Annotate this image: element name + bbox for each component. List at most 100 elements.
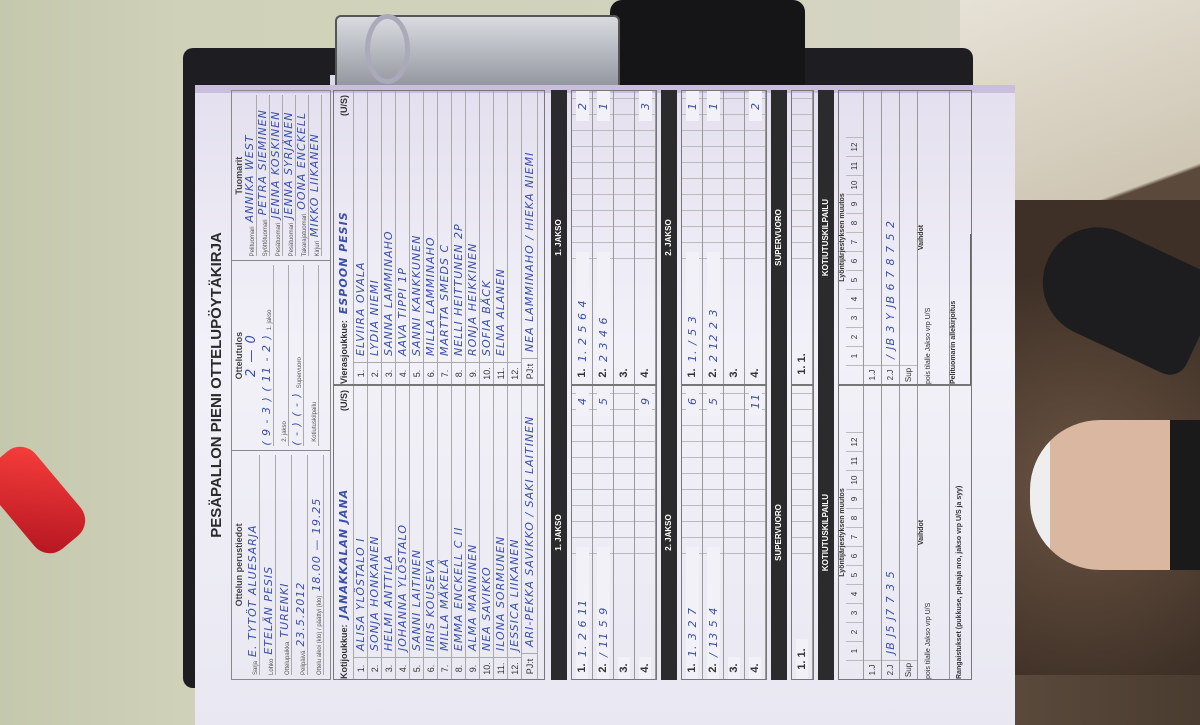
player-row: 12. JESSICA LIIKANEN <box>508 386 522 679</box>
batting-order-changes: Lyöntijärjestyksen muutos 1 2 3 4 5 6 7 8 9 10 11 12… <box>838 90 972 680</box>
us-marker: (U/S) <box>338 95 349 116</box>
result-value: ( - ) ( - ) <box>290 392 303 446</box>
jakso1-home-label: 1. JAKSO <box>554 514 563 551</box>
player-name: EMMA ENCKELL C II <box>452 526 465 651</box>
runs: 5 <box>596 386 610 416</box>
coach-row: PJ:t ARI-PEKKA SAVIKKO / SAKI LAITINEN <box>522 386 538 679</box>
info-field: Ottelu alkoi (klo) / päättyi (klo) 18.00 … <box>308 454 324 675</box>
column-number: 3 <box>846 603 863 622</box>
player-row: 6. IIRIS KOUSEVA <box>424 386 438 679</box>
team-label: Kotijoukkue: <box>338 624 349 679</box>
player-number: 1. <box>354 362 367 384</box>
column-number: 8 <box>846 213 863 232</box>
runs: 5 <box>706 386 720 416</box>
jakso1-visitor-label: 1. JAKSO <box>554 219 563 256</box>
jakso2-visitor-label: 2. JAKSO <box>664 219 673 256</box>
sup-home-label: SUPERVUORO <box>774 504 783 561</box>
row-number: 2. <box>597 657 609 679</box>
kotiutus-band: KOTIUTUSKILPAILU KOTIUTUSKILPAILU <box>818 90 834 680</box>
runs: 2 <box>575 91 589 121</box>
player-number: 9. <box>466 657 479 679</box>
home-batting-order-changes: Lyöntijärjestyksen muutos 1 2 3 4 5 6 7 8 9 10 11 12… <box>838 385 972 680</box>
column-number: 11 <box>846 451 863 470</box>
sup-band: SUPERVUORO SUPERVUORO <box>771 90 787 680</box>
column-number: 1 <box>846 346 863 365</box>
field-value: TURENKI <box>278 582 291 638</box>
player-number: 6. <box>424 657 437 679</box>
player-row: 6. MILLA LAMMINAHO <box>424 91 438 384</box>
coach-row: PJ:t NEA LAMMINAHO / HIEKA NIEMI <box>522 91 538 384</box>
player-name: ELVIIRA OVALA <box>354 261 367 356</box>
player-name: SANNI KANKKUNEN <box>410 234 423 356</box>
referee-label: Kirjuri <box>315 241 321 257</box>
player-number: 3. <box>382 657 395 679</box>
batting-sequence: 1. 2 5 6 4 <box>575 252 589 362</box>
player-row: 5. SANNI LAITINEN <box>410 386 424 679</box>
column-number: 6 <box>846 546 863 565</box>
player-number: 5. <box>410 362 423 384</box>
column-number: 8 <box>846 508 863 527</box>
scoresheet: PESÄPALLON PIENI OTTELUPÖYTÄKIRJA Ottelu… <box>195 85 1015 725</box>
coach-names: NEA LAMMINAHO / HIEKA NIEMI <box>523 151 536 352</box>
runs: 2 <box>748 91 762 121</box>
batting-sequence: 2 3 4 6 <box>596 252 610 362</box>
player-number: 4. <box>396 362 409 384</box>
batting-order-row: 2.J / JB 3 Y JB 6 7 8 7 5 2 <box>882 91 900 384</box>
row-number: 4. <box>749 362 761 384</box>
key-ring <box>365 14 410 84</box>
supervuoro-grid: 1. 1. 1. 1. <box>791 90 814 680</box>
match-info-title: Ottelun perustiedot <box>234 523 244 607</box>
player-row: 3. HELMI ANTTILA <box>382 386 396 679</box>
row-number: 1. <box>576 362 588 384</box>
batting-order-header: 1 2 3 4 5 6 7 8 9 10 11 12 <box>846 386 864 679</box>
row-number: 3. <box>618 657 630 679</box>
row-number: 4. <box>639 362 651 384</box>
row-number: 4. <box>749 657 761 679</box>
info-field: Lohko ETELÄN PESIS <box>260 454 276 675</box>
player-name: MARTTA SMEDS C <box>438 243 451 356</box>
player-number: 11. <box>494 657 507 679</box>
field-value: 18.00 — 19.25 <box>310 497 323 592</box>
substitutions-title: Vaihdot <box>918 519 925 546</box>
supervuoro-row: 1. 1. <box>792 386 813 679</box>
inning-row: 1. 1. 2 6 11 4 <box>572 386 593 679</box>
home-team-name: JANAKKALAN JANA <box>337 488 350 619</box>
row-number: 3. <box>728 657 740 679</box>
player-name: RONJA HEIKKINEN <box>466 242 479 356</box>
player-number: 10. <box>480 657 493 679</box>
batting-order-row: Sup <box>900 386 918 679</box>
coach-label: PJ:t <box>522 653 537 679</box>
column-number: 12 <box>846 432 863 451</box>
player-number: 12. <box>508 657 521 679</box>
visitor-jakso2: 1. 1. / 5 3 1 2. 2 12 2 3 1 3. 4. 2 <box>681 90 767 385</box>
visitor-team-header: Vierasjoukkue: ESPOON PESIS (U/S) <box>334 91 354 384</box>
referee-name: JENNA KOSKINEN <box>269 110 282 219</box>
batting-order-header: 1 2 3 4 5 6 7 8 9 10 11 12 <box>846 91 864 384</box>
coach-names: ARI-PEKKA SAVIKKO / SAKI LAITINEN <box>523 415 536 647</box>
batting-order-row: 2.J JB J5 J7 7 3 5 <box>882 386 900 679</box>
info-field: Sarja E. TYTÖT ALUESARJA <box>244 454 260 675</box>
inning-row: 4. 2 <box>745 91 766 384</box>
column-number: 3 <box>846 308 863 327</box>
home-jakso1: 1. 1. 2 6 11 4 2./ 11 5 9 5 3. 4. 9 <box>571 385 657 680</box>
player-row: 9. ALMA MANNINEN <box>466 386 480 679</box>
row-label: 2.J <box>882 365 899 384</box>
player-row: 5. SANNI KANKKUNEN <box>410 91 424 384</box>
result-value: ( 9 - 3 ) ( 11 - 2 ) <box>260 334 273 446</box>
result-row: 2. jakso <box>274 265 289 446</box>
player-name: LYDIA NIEMI <box>368 279 381 356</box>
column-number: 4 <box>846 289 863 308</box>
field-value: E. TYTÖT ALUESARJA <box>246 524 259 657</box>
home-team-header: Kotijoukkue: JANAKKALAN JANA (U/S) <box>334 386 354 679</box>
column-number: 7 <box>846 232 863 251</box>
player-name: SONJA HONKANEN <box>368 535 381 651</box>
row-number: 4. <box>639 657 651 679</box>
column-number: 5 <box>846 565 863 584</box>
signature-label: Pelituomarin allekirjoitus <box>950 300 957 384</box>
kotiutus-home-label: KOTIUTUSKILPAILU <box>821 493 830 572</box>
column-number: 4 <box>846 584 863 603</box>
field-value: 23.5.2012 <box>294 581 307 647</box>
batting-sequence: 1. 2 6 11 <box>575 547 589 657</box>
player-name: NELLI HEITTUNEN 2p <box>452 223 465 356</box>
